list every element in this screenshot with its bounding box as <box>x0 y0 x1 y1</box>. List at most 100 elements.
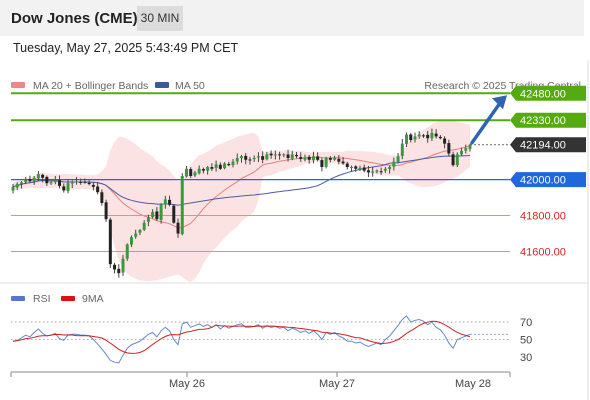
candle-body <box>320 160 324 168</box>
rsi-level-label: 50 <box>520 335 532 347</box>
candle-body <box>159 204 163 221</box>
candle-body <box>379 171 383 173</box>
level-tag-42480.00 <box>510 85 586 101</box>
candle-body <box>290 154 294 159</box>
x-tick-label-may-28: May 28 <box>455 378 491 390</box>
legend-rsi-label: RSI <box>33 293 51 305</box>
level-label-42480.00: 42480.00 <box>520 88 566 100</box>
candle-body <box>375 170 379 172</box>
rsi-ma-line <box>12 320 471 354</box>
interval-button[interactable]: 30 MIN <box>137 6 183 31</box>
candle-body <box>400 143 404 156</box>
candle-body <box>383 168 387 171</box>
legend-rsi-ma-swatch <box>61 296 75 301</box>
rsi-level-label: 30 <box>520 352 532 364</box>
candle-body <box>28 179 32 182</box>
candle-body <box>218 164 222 169</box>
candle-body <box>15 184 19 188</box>
candle-body <box>125 244 129 259</box>
x-tick-label-may-26: May 26 <box>169 378 205 390</box>
candle-body <box>11 186 15 191</box>
level-label-42194.00: 42194.00 <box>520 140 566 152</box>
candle-body <box>409 134 413 141</box>
chart-header: Dow Jones (CME) 30 MIN <box>0 0 584 36</box>
candle-body <box>265 154 269 160</box>
candle-body <box>180 175 184 235</box>
candle-body <box>87 182 91 185</box>
candle-body <box>45 176 49 184</box>
legend-ma50-label: MA 50 <box>175 80 205 92</box>
forecast-arrow-head <box>492 95 507 110</box>
candle-body <box>53 179 57 183</box>
candle-body <box>447 143 451 154</box>
candle-body <box>32 177 36 182</box>
level-label-42000.00: 42000.00 <box>520 175 566 187</box>
candle-body <box>235 158 239 162</box>
candle-body <box>138 229 142 233</box>
legend-rsi-swatch <box>11 296 25 301</box>
candle-body <box>70 181 74 184</box>
candle-body <box>451 154 455 166</box>
candle-body <box>421 135 425 137</box>
candle-body <box>66 183 70 192</box>
candle-body <box>354 166 358 169</box>
candle-body <box>256 156 260 158</box>
candle-body <box>460 150 464 155</box>
candle-body <box>36 174 40 179</box>
candle-body <box>24 179 28 183</box>
candle-body <box>49 182 53 184</box>
bollinger-band <box>13 120 470 283</box>
candle-body <box>311 156 315 161</box>
candle-body <box>172 205 176 223</box>
level-label-42330.00: 42330.00 <box>520 115 566 127</box>
legend-bollinger-swatch <box>11 82 25 88</box>
candle-body <box>96 186 100 193</box>
candle-body <box>100 192 104 203</box>
candle-body <box>214 164 218 169</box>
chart-background <box>0 60 590 400</box>
x-tick-label-may-27: May 27 <box>319 378 355 390</box>
level-label-41800.00: 41800.00 <box>520 211 566 223</box>
candle-body <box>464 148 468 151</box>
candle-body <box>388 167 392 170</box>
candle-body <box>345 163 349 168</box>
candle-body <box>163 199 167 205</box>
candle-body <box>269 153 273 156</box>
candle-body <box>176 222 180 234</box>
candle-body <box>223 163 227 169</box>
candle-body <box>443 138 447 144</box>
candle-body <box>240 156 243 159</box>
candle-body <box>227 163 231 166</box>
instrument-title: Dow Jones (CME) <box>11 10 138 27</box>
candle-body <box>134 233 138 237</box>
candle-body <box>210 167 214 169</box>
candle-body <box>252 158 256 160</box>
candle-body <box>108 219 112 265</box>
candle-body <box>417 134 421 137</box>
candle-body <box>168 199 172 205</box>
candle-body <box>286 154 290 159</box>
candle-body <box>392 161 396 167</box>
level-tag-42194.00 <box>510 137 586 153</box>
candle-body <box>350 167 354 169</box>
candle-body <box>83 181 87 183</box>
candle-body <box>244 155 248 160</box>
candle-body <box>193 172 197 176</box>
candle-body <box>201 168 205 171</box>
candle-body <box>155 211 159 220</box>
candle-body <box>333 158 337 160</box>
candle-body <box>468 144 472 149</box>
legend-bollinger-label: MA 20 + Bollinger Bands <box>33 80 148 92</box>
level-tag-42000.00 <box>510 172 586 188</box>
candle-body <box>434 133 438 137</box>
candle-body <box>273 154 277 156</box>
legend-rsi-ma-label: 9MA <box>82 293 104 305</box>
candle-body <box>438 136 442 139</box>
level-label-41600.00: 41600.00 <box>520 247 566 259</box>
candle-body <box>324 158 328 167</box>
candle-body <box>328 158 332 160</box>
candle-body <box>113 264 117 270</box>
candle-body <box>58 180 62 186</box>
rsi-level-label: 70 <box>520 317 532 329</box>
candle-body <box>117 268 121 274</box>
